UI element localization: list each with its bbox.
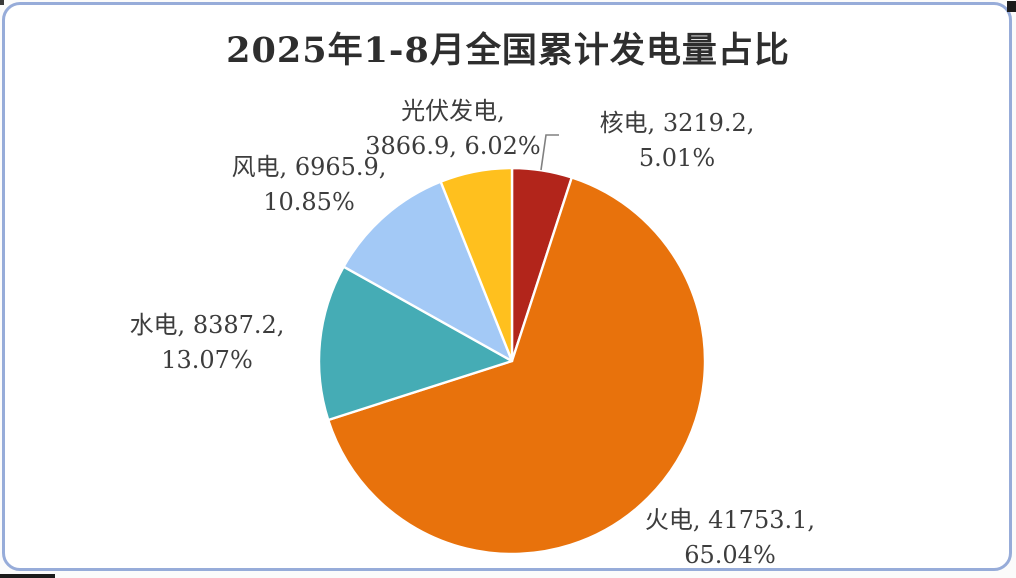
- label-wind-line1: 风电, 6965.9,: [231, 153, 387, 181]
- corner-artifact-top-right: [1007, 1, 1016, 12]
- label-wind: 风电, 6965.9, 10.85%: [184, 150, 434, 220]
- chart-title: 2025年1-8月全国累计发电量占比: [226, 30, 790, 71]
- pie-slice-wind: [342, 180, 514, 363]
- label-nuclear: 核电, 3219.2, 5.01%: [552, 106, 802, 176]
- pie-slice-thermal: [327, 176, 707, 556]
- label-hydro-line2: 13.07%: [161, 346, 253, 374]
- label-solar: 光伏发电, 3866.9, 6.02%: [328, 94, 578, 164]
- label-wind-line2: 10.85%: [263, 188, 355, 216]
- label-hydro-line1: 水电, 8387.2,: [129, 311, 285, 339]
- pie-slices: [317, 166, 707, 556]
- label-hydro: 水电, 8387.2, 13.07%: [82, 308, 332, 378]
- label-solar-line1: 光伏发电,: [401, 97, 505, 125]
- label-nuclear-line2: 5.01%: [638, 144, 716, 172]
- pie-slice-hydro: [317, 265, 514, 422]
- label-solar-line2: 3866.9, 6.02%: [365, 132, 541, 160]
- label-nuclear-line1: 核电, 3219.2,: [599, 109, 755, 137]
- label-thermal-line1: 火电, 41753.1,: [644, 506, 816, 534]
- corner-artifact-top-left: [0, 0, 4, 5]
- edge-artifact-bottom-left: [0, 574, 55, 578]
- nuclear-leader-line: [540, 134, 559, 171]
- label-thermal-line2: 65.04%: [684, 541, 776, 569]
- pie-slice-solar: [439, 166, 514, 363]
- label-thermal: 火电, 41753.1, 65.04%: [605, 503, 855, 573]
